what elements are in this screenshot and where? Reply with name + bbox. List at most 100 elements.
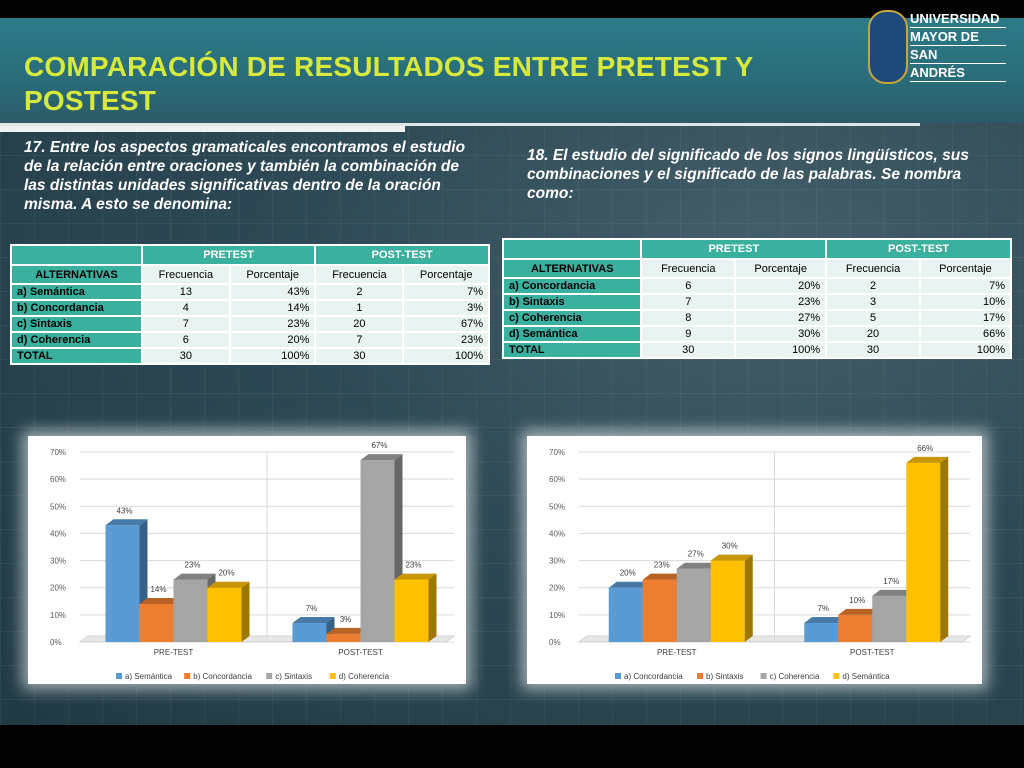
- table-row: d) Coherencia 6 20% 7 23%: [10, 331, 490, 349]
- data-label: 7%: [306, 604, 318, 613]
- group-posttest: POST-TEST: [825, 238, 1012, 260]
- data-label: 23%: [405, 561, 421, 570]
- cell: 20%: [228, 331, 317, 349]
- bar-top: [642, 573, 685, 580]
- logo-line-1: UNIVERSIDAD: [910, 10, 1006, 28]
- col-frecuencia: Frecuencia: [314, 264, 405, 285]
- y-tick-label: 30%: [549, 557, 565, 566]
- cell: 1: [314, 299, 405, 317]
- cell: 2: [825, 277, 921, 295]
- col-porcentaje: Porcentaje: [402, 264, 490, 285]
- cell: 100%: [402, 347, 490, 365]
- university-name: UNIVERSIDAD MAYOR DE SAN ANDRÉS: [910, 10, 1006, 82]
- bar-top: [872, 589, 915, 596]
- cell: 10%: [918, 293, 1013, 311]
- table-group-header: PRETEST POST-TEST: [10, 244, 490, 266]
- bar: [906, 462, 941, 642]
- legend-label: d) Coherencia: [339, 672, 390, 681]
- legend-swatch: [615, 673, 621, 679]
- slide-title: COMPARACIÓN DE RESULTADOS ENTRE PRETEST …: [24, 51, 754, 116]
- bar-top: [676, 562, 719, 569]
- cell: 20: [314, 315, 405, 333]
- table-row: c) Sintaxis 7 23% 20 67%: [10, 315, 490, 333]
- bar-side: [744, 554, 753, 642]
- legend-swatch: [760, 673, 767, 679]
- group-pretest: PRETEST: [640, 238, 828, 260]
- legend-label: c) Sintaxis: [275, 672, 312, 681]
- data-label: 17%: [883, 577, 899, 586]
- bar-side: [241, 581, 250, 642]
- bar-top: [608, 581, 651, 588]
- data-label: 20%: [620, 569, 636, 578]
- table-row: d) Semántica 9 30% 20 66%: [501, 325, 1013, 343]
- row-label: b) Sintaxis: [501, 293, 643, 311]
- bottom-bar: [0, 725, 1024, 768]
- row-label: b) Concordancia: [10, 299, 143, 317]
- bar: [642, 579, 677, 642]
- legend-label: b) Sintaxis: [706, 672, 743, 681]
- category-label: POST-TEST: [850, 648, 895, 657]
- category-label: PRE-TEST: [154, 648, 194, 657]
- cell: 17%: [918, 309, 1013, 327]
- col-frecuencia: Frecuencia: [640, 258, 737, 279]
- bar-top: [139, 598, 182, 604]
- top-bar: [0, 0, 1024, 18]
- data-label: 66%: [917, 444, 933, 453]
- chart-q17: 0% 10% 20% 30% 40% 50% 60% 70% 43% 14% 23% 20% PRE-T…: [28, 436, 466, 684]
- data-label: 30%: [722, 542, 738, 551]
- bar-top: [360, 454, 403, 461]
- category-label: PRE-TEST: [657, 648, 697, 657]
- col-porcentaje: Porcentaje: [734, 258, 828, 279]
- y-tick-label: 40%: [50, 529, 66, 538]
- data-label: 14%: [150, 585, 166, 594]
- table-row: b) Sintaxis 7 23% 3 10%: [501, 293, 1013, 311]
- bar: [710, 560, 745, 642]
- bar-top: [710, 554, 753, 561]
- table-row-total: TOTAL 30 100% 30 100%: [501, 341, 1013, 359]
- cell: 3: [825, 293, 921, 311]
- table-row: b) Concordancia 4 14% 1 3%: [10, 299, 490, 317]
- cell: 4: [140, 299, 231, 317]
- header-band: [0, 18, 1024, 123]
- cell: 23%: [228, 315, 317, 333]
- cell: 27%: [734, 309, 828, 327]
- cell: 3%: [402, 299, 490, 317]
- chart-q17-svg: 0% 10% 20% 30% 40% 50% 60% 70% 43% 14% 23% 20% PRE-T…: [50, 441, 456, 681]
- table-col-header: ALTERNATIVAS Frecuencia Porcentaje Frecu…: [10, 264, 490, 285]
- bar: [872, 595, 907, 642]
- cell: 9: [640, 325, 737, 343]
- table-row-total: TOTAL 30 100% 30 100%: [10, 347, 490, 365]
- y-tick-label: 0%: [50, 638, 62, 647]
- data-label: 23%: [184, 561, 200, 570]
- col-frecuencia: Frecuencia: [140, 264, 231, 285]
- logo-line-3: SAN: [910, 46, 1006, 64]
- bar: [676, 568, 711, 642]
- cell: 6: [640, 277, 737, 295]
- cell: 7%: [402, 283, 490, 301]
- cell: 30: [140, 347, 231, 365]
- cell: 23%: [734, 293, 828, 311]
- row-label: d) Coherencia: [10, 331, 143, 349]
- cell: 67%: [402, 315, 490, 333]
- col-porcentaje: Porcentaje: [918, 258, 1013, 279]
- bar-top: [804, 617, 847, 623]
- bar-side: [428, 573, 437, 642]
- legend-swatch: [697, 673, 703, 679]
- y-tick-label: 20%: [549, 584, 565, 593]
- row-label: c) Sintaxis: [10, 315, 143, 333]
- y-tick-label: 60%: [50, 475, 66, 484]
- data-label: 3%: [340, 615, 352, 624]
- bar: [207, 587, 242, 642]
- blank-header-cell: [501, 238, 643, 260]
- group-posttest: POST-TEST: [314, 244, 490, 266]
- bar: [292, 623, 327, 642]
- y-tick-label: 30%: [50, 557, 66, 566]
- group-pretest: PRETEST: [140, 244, 317, 266]
- legend-swatch: [833, 673, 840, 679]
- cell: 30: [314, 347, 405, 365]
- title-divider-accent: [0, 126, 405, 132]
- legend-swatch: [329, 673, 336, 679]
- cell: 30: [640, 341, 737, 359]
- cell: 13: [140, 283, 231, 301]
- table-col-header: ALTERNATIVAS Frecuencia Porcentaje Frecu…: [501, 258, 1013, 279]
